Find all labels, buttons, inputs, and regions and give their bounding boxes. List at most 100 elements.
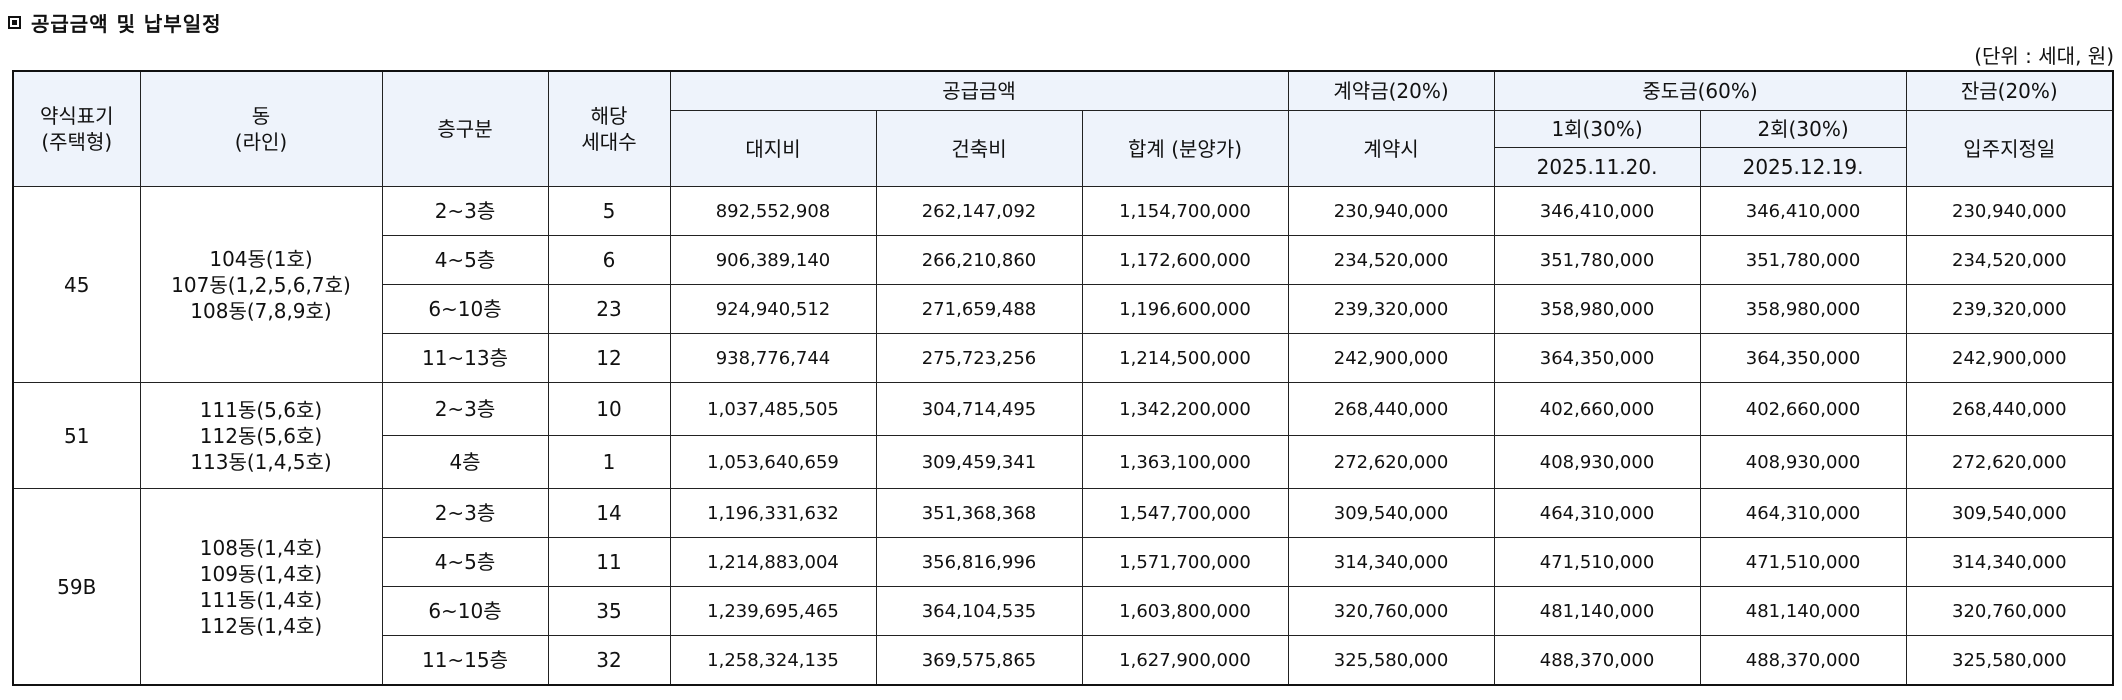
square-bullet-icon: [8, 16, 21, 29]
cell-mid1: 402,660,000: [1493, 382, 1701, 436]
cell-floor: 2~3층: [381, 186, 549, 236]
cell-balance: 314,340,000: [1905, 537, 2114, 587]
cell-mid2: 464,310,000: [1699, 488, 1907, 538]
cell-floor: 6~10층: [381, 586, 549, 636]
cell-total: 1,154,700,000: [1081, 186, 1289, 236]
cell-land: 1,196,331,632: [669, 488, 877, 538]
cell-floor: 2~3층: [381, 382, 549, 436]
cell-building: 369,575,865: [875, 635, 1083, 686]
dong-line: 112동(1,4호): [199, 613, 323, 638]
cell-balance: 320,760,000: [1905, 586, 2114, 636]
cell-total: 1,571,700,000: [1081, 537, 1289, 587]
cell-contract: 272,620,000: [1287, 435, 1495, 489]
cell-building: 275,723,256: [875, 333, 1083, 383]
cell-floor: 4~5층: [381, 235, 549, 285]
cell-land: 892,552,908: [669, 186, 877, 236]
cell-contract: 314,340,000: [1287, 537, 1495, 587]
cell-total: 1,363,100,000: [1081, 435, 1289, 489]
header-dong: 동 (라인): [139, 70, 383, 187]
cell-balance: 309,540,000: [1905, 488, 2114, 538]
cell-balance: 242,900,000: [1905, 333, 2114, 383]
table-body: 45 104동(1호) 107동(1,2,5,6,7호) 108동(7,8,9호) 2~…: [12, 186, 2114, 686]
header-land: 대지비: [669, 110, 877, 187]
cell-land: 1,239,695,465: [669, 586, 877, 636]
cell-total: 1,196,600,000: [1081, 284, 1289, 334]
cell-total: 1,214,500,000: [1081, 333, 1289, 383]
cell-land: 924,940,512: [669, 284, 877, 334]
table-row: 4~5층 11 1,214,883,004 356,816,996 1,571,700,…: [13, 537, 2114, 587]
header-building: 건축비: [875, 110, 1083, 187]
cell-building: 271,659,488: [875, 284, 1083, 334]
cell-total: 1,603,800,000: [1081, 586, 1289, 636]
cell-balance: 230,940,000: [1905, 186, 2114, 236]
cell-total: 1,342,200,000: [1081, 382, 1289, 436]
cell-balance: 268,440,000: [1905, 382, 2114, 436]
dong-line: 108동(1,4호): [199, 535, 323, 560]
cell-mid1: 358,980,000: [1493, 284, 1701, 334]
cell-type: 45: [12, 186, 141, 383]
cell-units: 6: [547, 235, 671, 285]
cell-mid2: 351,780,000: [1699, 235, 1907, 285]
cell-units: 35: [547, 586, 671, 636]
cell-balance: 272,620,000: [1905, 435, 2114, 489]
dong-line: 111동(5,6호): [199, 397, 323, 422]
cell-floor: 4~5층: [381, 537, 549, 587]
table-row: 6~10층 35 1,239,695,465 364,104,535 1,603,800…: [13, 586, 2114, 636]
header-middle-1-date: 2025.11.20.: [1493, 147, 1701, 187]
section-title: 공급금액 및 납부일정: [8, 8, 222, 37]
cell-contract: 268,440,000: [1287, 382, 1495, 436]
dong-line: 107동(1,2,5,6,7호): [171, 272, 351, 297]
cell-dong: 111동(5,6호) 112동(5,6호) 113동(1,4,5호): [139, 382, 383, 489]
cell-total: 1,627,900,000: [1081, 635, 1289, 686]
cell-floor: 2~3층: [381, 488, 549, 538]
section-title-text: 공급금액 및 납부일정: [31, 12, 222, 36]
cell-mid2: 364,350,000: [1699, 333, 1907, 383]
cell-mid2: 488,370,000: [1699, 635, 1907, 686]
cell-dong: 108동(1,4호) 109동(1,4호) 111동(1,4호) 112동(1,4호): [139, 488, 383, 686]
cell-total: 1,172,600,000: [1081, 235, 1289, 285]
cell-building: 304,714,495: [875, 382, 1083, 436]
cell-mid1: 351,780,000: [1493, 235, 1701, 285]
header-floor: 층구분: [381, 70, 549, 187]
cell-mid2: 481,140,000: [1699, 586, 1907, 636]
table-row: 45 104동(1호) 107동(1,2,5,6,7호) 108동(7,8,9호) 2~…: [12, 186, 2114, 383]
cell-units: 11: [547, 537, 671, 587]
cell-units: 32: [547, 635, 671, 686]
cell-building: 356,816,996: [875, 537, 1083, 587]
header-middle-2-date: 2025.12.19.: [1699, 147, 1907, 187]
header-balance-at: 입주지정일: [1905, 110, 2114, 187]
table-row: 11~15층 32 1,258,324,135 369,575,865 1,627,90…: [13, 635, 2114, 686]
cell-building: 364,104,535: [875, 586, 1083, 636]
cell-contract: 325,580,000: [1287, 635, 1495, 686]
cell-mid1: 364,350,000: [1493, 333, 1701, 383]
cell-mid2: 471,510,000: [1699, 537, 1907, 587]
cell-floor: 6~10층: [381, 284, 549, 334]
cell-type: 51: [12, 382, 141, 489]
table-row: 11~13층 12 938,776,744 275,723,256 1,214,500,…: [13, 333, 2114, 383]
header-contract-at: 계약시: [1287, 110, 1495, 187]
cell-land: 1,037,485,505: [669, 382, 877, 436]
header-middle-1: 1회(30%): [1493, 110, 1701, 148]
cell-mid2: 358,980,000: [1699, 284, 1907, 334]
table-row: 4~5층 6 906,389,140 266,210,860 1,172,600,000…: [13, 235, 2114, 285]
table-row: 59B 108동(1,4호) 109동(1,4호) 111동(1,4호) 112동(1,…: [12, 488, 2114, 686]
table-row: 4층 1 1,053,640,659 309,459,341 1,363,100,000…: [13, 435, 2114, 489]
cell-building: 266,210,860: [875, 235, 1083, 285]
dong-line: 113동(1,4,5호): [190, 449, 332, 474]
cell-land: 1,214,883,004: [669, 537, 877, 587]
cell-contract: 239,320,000: [1287, 284, 1495, 334]
cell-land: 1,053,640,659: [669, 435, 877, 489]
cell-mid1: 488,370,000: [1493, 635, 1701, 686]
cell-mid2: 408,930,000: [1699, 435, 1907, 489]
cell-units: 14: [547, 488, 671, 538]
cell-contract: 234,520,000: [1287, 235, 1495, 285]
cell-units: 23: [547, 284, 671, 334]
cell-balance: 239,320,000: [1905, 284, 2114, 334]
cell-mid2: 346,410,000: [1699, 186, 1907, 236]
cell-units: 10: [547, 382, 671, 436]
cell-building: 262,147,092: [875, 186, 1083, 236]
table-row: 51 111동(5,6호) 112동(5,6호) 113동(1,4,5호) 2~3층 10…: [12, 382, 2114, 489]
cell-mid1: 481,140,000: [1493, 586, 1701, 636]
cell-total: 1,547,700,000: [1081, 488, 1289, 538]
cell-land: 938,776,744: [669, 333, 877, 383]
